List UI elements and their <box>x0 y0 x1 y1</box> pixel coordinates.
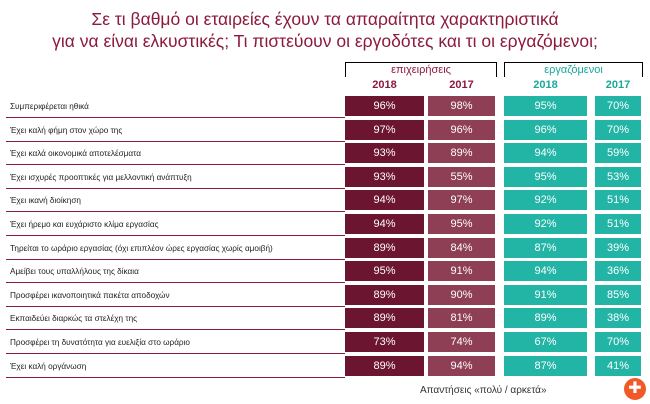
employers-2017-cell: 98% <box>428 96 495 116</box>
row-label: Προσφέρει ικανοποιητικά πακέτα αποδοχών <box>10 290 170 300</box>
employers-2018-cell: 89% <box>345 308 424 329</box>
employers-2017-cell: 97% <box>428 190 495 211</box>
employers-2018-cell: 73% <box>345 332 424 352</box>
row-label: Έχει ήρεμο και ευχάριστο κλίμα εργασίας <box>10 220 159 229</box>
employees-2018-cell: 67% <box>504 332 587 352</box>
employers-2018-cell: 89% <box>345 237 424 258</box>
employers-2018-header: 2018 <box>372 79 397 91</box>
employees-2018-cell: 96% <box>504 119 587 140</box>
employees-2018-cell: 87% <box>504 237 587 258</box>
employees-2018-cell: 89% <box>504 308 587 329</box>
employees-2018-cell: 92% <box>504 214 587 234</box>
row-divider <box>6 353 345 354</box>
employees-2017-cell: 39% <box>595 237 641 258</box>
employees-2018-cell: 92% <box>504 190 587 211</box>
employers-2017-cell: 96% <box>428 119 495 140</box>
employers-2018-cell: 94% <box>345 190 424 211</box>
row-label: Τηρείται το ωράριο εργασίας (όχι επιπλέο… <box>10 243 273 253</box>
employers-2018-cell: 93% <box>345 166 424 187</box>
row-label: Έχει καλά οικονομικά αποτελέσματα <box>10 149 141 159</box>
row-divider <box>6 211 345 213</box>
row-label: Έχει καλή οργάνωση <box>10 361 87 371</box>
row-divider <box>6 164 345 166</box>
employees-2017-cell: 70% <box>595 332 641 352</box>
employers-2018-cell: 97% <box>345 119 424 140</box>
employers-2017-cell: 74% <box>428 332 495 352</box>
employers-2018-cell: 94% <box>345 214 424 234</box>
employers-2018-cell: 89% <box>345 284 424 305</box>
employers-2018-cell: 89% <box>345 355 424 376</box>
employees-2018-header: 2018 <box>533 79 558 91</box>
employers-2017-cell: 91% <box>428 261 495 282</box>
employees-2017-cell: 41% <box>595 355 641 376</box>
employees-2017-cell: 70% <box>595 119 641 140</box>
row-label: Αμείβει τους υπαλλήλους της δίκαια <box>10 267 139 277</box>
chart-title-line1: Σε τι βαθμό οι εταιρείες έχουν τα απαραί… <box>91 9 559 29</box>
employees-2017-header: 2017 <box>605 79 631 91</box>
footer-note: Απαντήσεις «πολύ / αρκετά» <box>420 385 547 396</box>
row-divider <box>6 117 345 118</box>
row-label: Έχει ικανή διοίκηση <box>10 196 81 206</box>
employees-2017-cell: 85% <box>595 284 641 305</box>
row-divider <box>6 235 345 236</box>
employers-2017-cell: 55% <box>428 166 495 187</box>
employers-2018-cell: 93% <box>345 143 424 164</box>
employers-2017-cell: 94% <box>428 355 495 376</box>
row-label: Συμπεριφέρεται ηθικά <box>10 102 89 111</box>
employees-2017-cell: 70% <box>595 96 641 116</box>
row-label: Έχει καλή φήμη στον χώρο της <box>10 125 123 135</box>
row-label: Προσφέρει τη δυνατότητα για ευελιξία στο… <box>10 338 190 347</box>
row-divider <box>6 140 345 142</box>
cross-logo-icon: ✚ <box>624 378 646 400</box>
employees-2017-cell: 51% <box>595 214 641 234</box>
employees-2018-cell: 91% <box>504 284 587 305</box>
row-divider <box>6 282 345 284</box>
employees-2018-cell: 87% <box>504 355 587 376</box>
row-label: Εκπαιδεύει διαρκώς τα στελέχη της <box>10 314 138 324</box>
employees-2017-cell: 51% <box>595 190 641 211</box>
employees-2017-cell: 36% <box>595 261 641 282</box>
employers-2017-header: 2017 <box>449 79 474 91</box>
employers-2017-cell: 81% <box>428 308 495 329</box>
row-label: Έχει ισχυρές προοπτικές για μελλοντική α… <box>10 172 192 182</box>
row-divider <box>6 376 345 378</box>
employees-2018-cell: 95% <box>504 96 587 116</box>
row-divider <box>6 258 345 260</box>
employees-group-header: εργαζόμενοι <box>504 62 643 77</box>
employees-2017-cell: 53% <box>595 166 641 187</box>
employers-group-header: επιχειρήσεις <box>345 62 497 77</box>
employers-2018-cell: 95% <box>345 261 424 282</box>
employees-2017-cell: 59% <box>595 143 641 164</box>
chart-title-line2: για να είναι ελκυστικές; Τι πιστεύουν οι… <box>52 31 598 51</box>
employees-2018-cell: 94% <box>504 261 587 282</box>
employees-2017-cell: 38% <box>595 308 641 329</box>
employees-2018-cell: 95% <box>504 166 587 187</box>
employers-2017-cell: 90% <box>428 284 495 305</box>
employees-2018-cell: 94% <box>504 143 587 164</box>
row-divider <box>6 305 345 307</box>
employers-2017-cell: 89% <box>428 143 495 164</box>
employers-2017-cell: 95% <box>428 214 495 234</box>
row-divider <box>6 187 345 189</box>
employers-2017-cell: 84% <box>428 237 495 258</box>
row-divider <box>6 329 345 331</box>
employers-2018-cell: 96% <box>345 96 424 116</box>
